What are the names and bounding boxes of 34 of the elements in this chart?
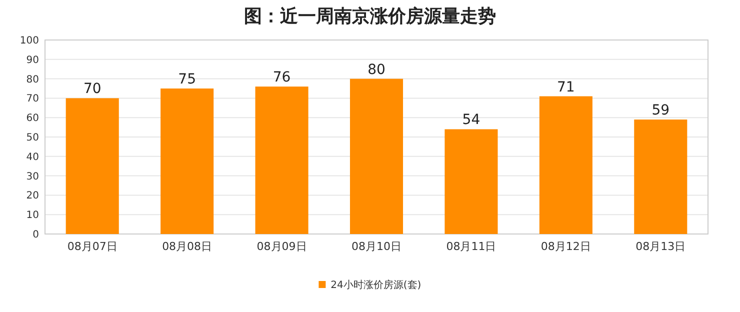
y-tick-label: 20 — [26, 190, 39, 202]
y-tick-label: 60 — [26, 113, 39, 124]
y-tick-label: 100 — [20, 36, 39, 46]
y-tick-label: 30 — [26, 171, 39, 182]
data-label: 75 — [178, 72, 196, 88]
bar — [66, 98, 119, 234]
chart-title: 图：近一周南京涨价房源量走势 — [244, 6, 496, 27]
data-label: 71 — [557, 79, 575, 96]
y-tick-label: 50 — [26, 132, 39, 144]
y-tick-label: 40 — [26, 152, 39, 163]
bar — [539, 96, 592, 234]
x-tick-label: 08月10日 — [352, 240, 402, 253]
y-tick-label: 10 — [26, 210, 39, 222]
data-label: 76 — [272, 70, 291, 86]
bar — [634, 120, 688, 234]
x-tick-label: 08月07日 — [67, 240, 118, 253]
x-tick-label: 08月12日 — [540, 240, 591, 253]
y-tick-label: 80 — [26, 74, 39, 86]
x-tick-label: 08月11日 — [446, 240, 496, 253]
legend-label: 24小时涨价房源(套) — [330, 279, 422, 291]
x-tick-label: 08月08日 — [162, 240, 212, 253]
data-label: 80 — [368, 62, 386, 78]
x-tick-label: 08月13日 — [636, 240, 686, 253]
y-tick-label: 70 — [26, 94, 39, 105]
y-tick-label: 0 — [32, 230, 39, 240]
bar — [255, 86, 308, 234]
bar — [444, 129, 498, 234]
data-label: 70 — [83, 81, 102, 98]
data-label: 54 — [462, 112, 480, 128]
bar — [350, 78, 404, 234]
y-tick-label: 90 — [26, 54, 39, 66]
data-label: 59 — [652, 102, 670, 119]
x-tick-label: 08月09日 — [256, 240, 307, 253]
bar — [160, 88, 214, 234]
